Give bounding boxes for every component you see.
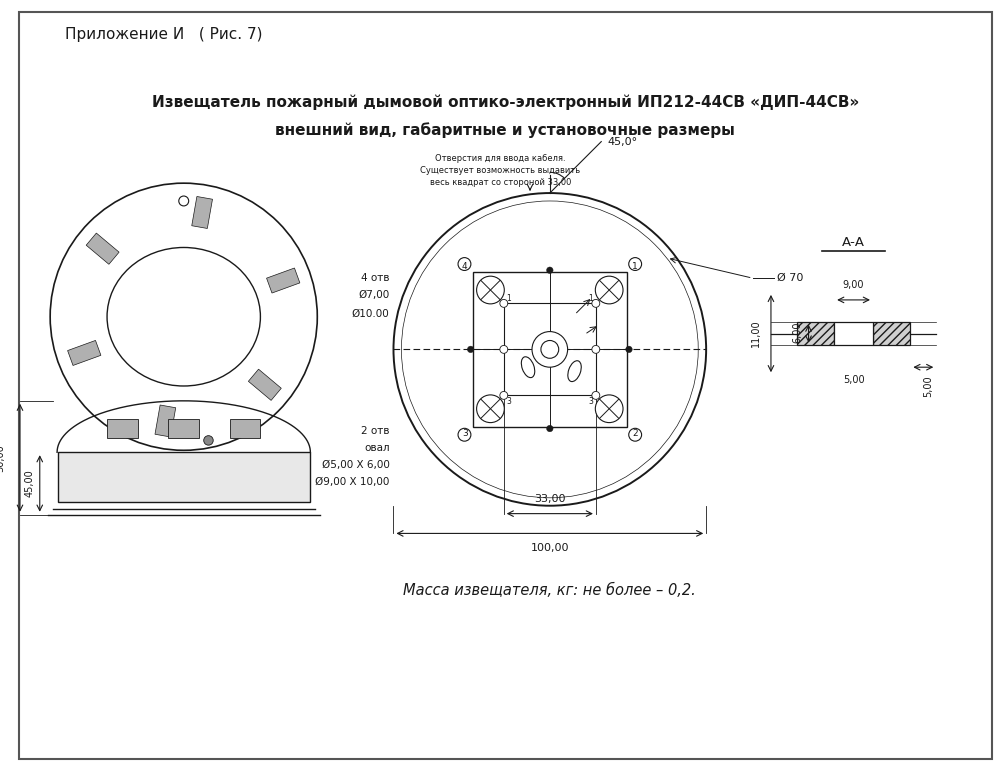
Text: Ø7,00: Ø7,00 (358, 290, 390, 300)
Text: Ø9,00 Х 10,00: Ø9,00 Х 10,00 (315, 477, 390, 487)
Bar (473, 272, 627, 426)
Polygon shape (267, 268, 300, 293)
Polygon shape (68, 341, 101, 365)
Bar (58, 453, 310, 502)
Circle shape (547, 267, 553, 274)
Text: внешний вид, габаритные и установочные размеры: внешний вид, габаритные и установочные р… (275, 122, 735, 137)
Text: 3: 3 (462, 429, 468, 438)
Text: 5,00: 5,00 (843, 375, 864, 385)
Circle shape (626, 346, 632, 352)
Text: 33,00: 33,00 (534, 493, 566, 503)
Circle shape (532, 332, 568, 367)
Text: овал: овал (364, 443, 390, 453)
Text: 5,00: 5,00 (923, 375, 933, 397)
Circle shape (477, 276, 504, 304)
Text: Отверстия для ввода кабеля.: Отверстия для ввода кабеля. (435, 154, 566, 163)
Polygon shape (155, 405, 176, 437)
Circle shape (592, 392, 600, 399)
Ellipse shape (458, 258, 471, 271)
Text: весь квадрат со стороной 33,00: весь квадрат со стороной 33,00 (430, 178, 571, 187)
Text: 100,00: 100,00 (531, 544, 569, 554)
Circle shape (595, 276, 623, 304)
Circle shape (547, 426, 553, 432)
Circle shape (204, 436, 213, 445)
Circle shape (500, 345, 508, 353)
Text: 1: 1 (632, 262, 638, 271)
Text: Извещатель пожарный дымовой оптико-электронный ИП212-44СВ «ДИП-44СВ»: Извещатель пожарный дымовой оптико-элект… (152, 94, 859, 109)
Circle shape (592, 345, 600, 353)
Text: Масса извещателя, кг: не более – 0,2.: Масса извещателя, кг: не более – 0,2. (403, 583, 696, 598)
Text: Существует возможность выдавить: Существует возможность выдавить (420, 167, 580, 175)
Text: Приложение И   ( Рис. 7): Приложение И ( Рис. 7) (65, 27, 263, 42)
Text: 11,00: 11,00 (751, 320, 761, 348)
Text: 2 отв: 2 отв (361, 426, 390, 436)
Bar (504, 303, 596, 396)
Text: 2: 2 (632, 429, 638, 438)
Polygon shape (248, 369, 281, 400)
Text: 1: 1 (506, 294, 511, 303)
Text: Ø5,00 Х 6,00: Ø5,00 Х 6,00 (322, 460, 390, 470)
Text: Ø10.00: Ø10.00 (352, 308, 390, 318)
Text: 3: 3 (506, 397, 511, 406)
Circle shape (592, 299, 600, 308)
Bar (230, 419, 260, 439)
Circle shape (500, 392, 508, 399)
Circle shape (467, 346, 474, 352)
Bar (168, 419, 199, 439)
Circle shape (179, 428, 189, 437)
Text: 3: 3 (588, 397, 593, 406)
Ellipse shape (629, 429, 642, 441)
Polygon shape (192, 197, 212, 228)
Text: 45,00: 45,00 (25, 470, 35, 497)
Bar (797, 322, 834, 345)
Circle shape (595, 395, 623, 423)
Text: 9,00: 9,00 (843, 280, 864, 290)
Bar (834, 322, 873, 345)
Ellipse shape (458, 429, 471, 441)
Text: 4 отв: 4 отв (361, 273, 390, 283)
Text: А-А: А-А (842, 236, 865, 249)
Ellipse shape (629, 258, 642, 271)
Circle shape (179, 196, 189, 206)
Circle shape (541, 341, 559, 359)
Bar (873, 322, 910, 345)
Ellipse shape (568, 361, 581, 382)
Text: 6,00: 6,00 (793, 322, 803, 343)
Bar (107, 419, 138, 439)
Text: Ø 70: Ø 70 (777, 273, 804, 283)
Polygon shape (86, 233, 119, 264)
Ellipse shape (521, 357, 535, 378)
Text: 4: 4 (462, 262, 468, 271)
Circle shape (500, 299, 508, 308)
Text: 1: 1 (589, 294, 593, 303)
Text: 50,00: 50,00 (0, 444, 5, 472)
Text: 45,0°: 45,0° (607, 136, 637, 146)
Circle shape (477, 395, 504, 423)
